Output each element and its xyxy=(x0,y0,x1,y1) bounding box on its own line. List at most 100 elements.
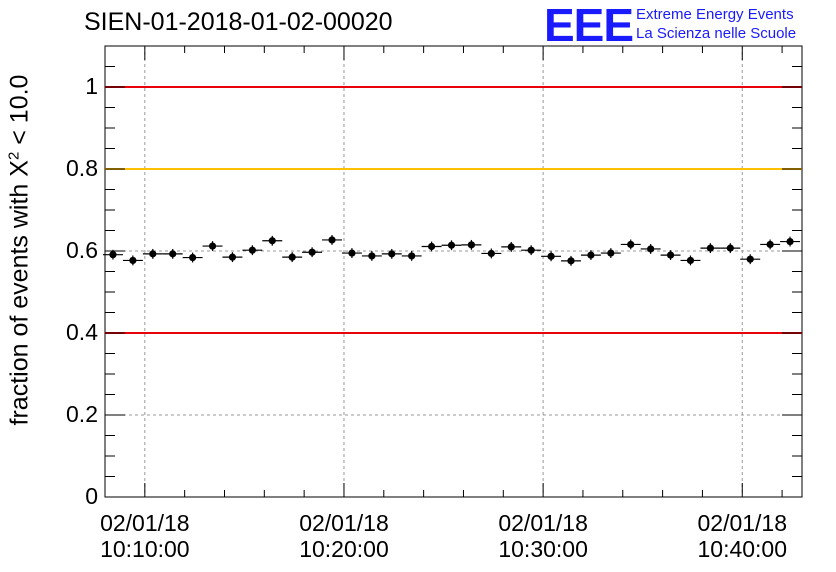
data-marker xyxy=(189,253,197,262)
data-point xyxy=(142,248,163,259)
data-marker xyxy=(129,256,137,265)
logo-mark: EEE xyxy=(544,0,634,51)
data-marker xyxy=(447,241,456,249)
data-point xyxy=(640,244,661,254)
data-marker xyxy=(666,251,675,259)
data-marker xyxy=(328,236,336,244)
data-point xyxy=(202,241,223,251)
data-point xyxy=(620,239,641,250)
data-marker xyxy=(467,241,476,249)
x-tick-time: 10:40:00 xyxy=(697,536,788,562)
data-marker xyxy=(627,240,635,249)
data-point xyxy=(401,251,422,261)
data-point xyxy=(481,248,502,259)
data-point xyxy=(262,235,283,246)
data-points xyxy=(103,235,801,266)
data-marker xyxy=(308,248,316,256)
grid xyxy=(105,46,802,497)
data-marker xyxy=(587,251,595,259)
data-point xyxy=(242,245,263,256)
x-tick-date: 02/01/18 xyxy=(697,510,788,536)
data-point xyxy=(103,249,123,260)
data-marker xyxy=(208,242,217,250)
x-tick-label: 02/01/18 10:10:00 xyxy=(75,510,215,562)
data-marker xyxy=(766,240,774,249)
data-marker xyxy=(149,250,157,258)
data-point xyxy=(341,248,362,258)
data-point xyxy=(122,255,143,266)
data-marker xyxy=(169,250,177,258)
x-tick-label: 02/01/18 10:40:00 xyxy=(672,510,812,562)
data-marker xyxy=(686,256,695,265)
y-tick-label: 0 xyxy=(85,483,98,509)
data-marker xyxy=(726,244,734,252)
data-marker xyxy=(706,244,714,252)
x-tick-time: 10:20:00 xyxy=(299,536,389,562)
data-marker xyxy=(786,237,794,246)
data-point xyxy=(441,240,462,251)
x-tick-label: 02/01/18 10:20:00 xyxy=(274,510,414,562)
data-marker xyxy=(268,237,276,245)
y-axis-label-exponent: 2 xyxy=(5,151,23,161)
data-point xyxy=(700,243,721,254)
data-point xyxy=(302,247,323,258)
data-marker xyxy=(228,253,237,261)
y-axis-label-prefix: fraction of events with xyxy=(5,176,34,426)
y-tick-label: 0.6 xyxy=(66,237,98,263)
x-tick-date: 02/01/18 xyxy=(299,510,389,536)
data-point xyxy=(361,251,382,261)
y-tick-label: 0.8 xyxy=(66,155,98,181)
y-tick-label: 0.4 xyxy=(66,319,98,345)
data-point xyxy=(580,250,601,261)
axis-ticks xyxy=(104,46,802,498)
x-tick-time: 10:30:00 xyxy=(498,536,588,562)
data-point xyxy=(182,252,203,263)
logo-line-2: La Scienza nelle Scuole xyxy=(636,25,797,42)
data-marker xyxy=(288,253,296,261)
data-point xyxy=(600,248,621,258)
data-point xyxy=(421,241,442,252)
data-marker xyxy=(109,251,117,259)
eee-logo: EEE Extreme Energy Events La Scienza nel… xyxy=(544,0,834,51)
data-point xyxy=(222,252,243,263)
data-point xyxy=(660,250,681,261)
data-marker xyxy=(746,255,754,263)
data-marker xyxy=(427,242,436,251)
data-point xyxy=(780,236,801,247)
chart-title: SIEN-01-2018-01-02-00020 xyxy=(84,8,393,36)
x-tick-date: 02/01/18 xyxy=(100,510,190,536)
data-marker xyxy=(507,243,515,251)
data-point xyxy=(561,255,581,266)
data-point xyxy=(680,255,701,266)
data-marker xyxy=(487,249,495,258)
data-point xyxy=(282,252,303,263)
data-point xyxy=(501,241,522,252)
data-marker xyxy=(607,249,615,257)
data-marker xyxy=(647,245,655,253)
x-tick-date: 02/01/18 xyxy=(498,510,588,536)
data-marker xyxy=(348,249,356,257)
plot-frame xyxy=(104,45,803,498)
data-point xyxy=(461,239,482,250)
data-point xyxy=(720,243,741,254)
data-point xyxy=(760,239,781,250)
data-marker xyxy=(527,246,535,254)
data-marker xyxy=(408,252,416,260)
y-tick-label: 1 xyxy=(85,73,98,99)
reference-lines xyxy=(105,86,802,334)
data-marker xyxy=(388,250,396,258)
data-marker xyxy=(567,257,575,265)
y-tick-label: 0.2 xyxy=(66,401,98,427)
data-point xyxy=(541,251,562,262)
data-point xyxy=(521,245,542,256)
data-marker xyxy=(368,252,376,260)
data-point xyxy=(322,235,342,245)
x-tick-time: 10:10:00 xyxy=(100,536,190,562)
data-point xyxy=(740,254,761,265)
data-marker xyxy=(547,252,555,260)
logo-line-1: Extreme Energy Events xyxy=(636,6,794,23)
data-point xyxy=(381,248,402,259)
data-marker xyxy=(248,246,256,254)
data-point xyxy=(162,248,183,259)
